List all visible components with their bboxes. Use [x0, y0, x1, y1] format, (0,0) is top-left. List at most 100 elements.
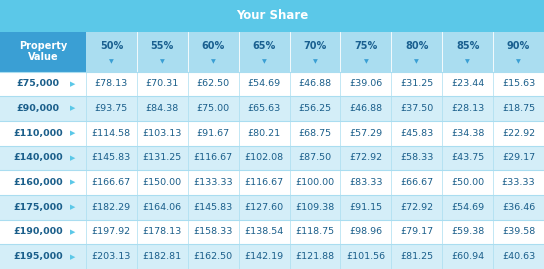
Text: ▼: ▼ — [160, 59, 165, 64]
Bar — [0, 220, 544, 244]
Text: £56.25: £56.25 — [299, 104, 331, 113]
Text: £72.92: £72.92 — [400, 203, 434, 212]
Bar — [0, 72, 544, 96]
Text: £46.88: £46.88 — [349, 104, 382, 113]
Text: £60.94: £60.94 — [451, 252, 484, 261]
Text: £103.13: £103.13 — [143, 129, 182, 138]
Text: £91.15: £91.15 — [349, 203, 382, 212]
Bar — [289, 32, 341, 72]
Text: £90,000: £90,000 — [16, 104, 59, 113]
Bar — [493, 32, 544, 72]
Text: £101.56: £101.56 — [347, 252, 386, 261]
Text: £182.81: £182.81 — [143, 252, 182, 261]
Text: ▼: ▼ — [363, 59, 368, 64]
Text: £197.92: £197.92 — [92, 228, 131, 236]
Text: £83.33: £83.33 — [349, 178, 382, 187]
Text: ▼: ▼ — [415, 59, 419, 64]
Text: £102.08: £102.08 — [244, 153, 283, 162]
Bar — [391, 32, 442, 72]
Text: £54.69: £54.69 — [451, 203, 484, 212]
Text: £158.33: £158.33 — [194, 228, 233, 236]
Text: £166.67: £166.67 — [92, 178, 131, 187]
Text: £175,000: £175,000 — [13, 203, 63, 212]
Text: £59.38: £59.38 — [451, 228, 484, 236]
Text: £15.63: £15.63 — [502, 79, 535, 89]
Text: Property
Value: Property Value — [19, 41, 67, 62]
Text: £145.83: £145.83 — [92, 153, 131, 162]
Text: £79.17: £79.17 — [400, 228, 434, 236]
Text: £37.50: £37.50 — [400, 104, 434, 113]
Text: £34.38: £34.38 — [451, 129, 484, 138]
Text: £138.54: £138.54 — [244, 228, 284, 236]
Text: 60%: 60% — [202, 41, 225, 51]
Text: 50%: 50% — [100, 41, 123, 51]
Text: 70%: 70% — [304, 41, 326, 51]
Text: £140,000: £140,000 — [13, 153, 63, 162]
Text: £65.63: £65.63 — [248, 104, 281, 113]
Text: ▼: ▼ — [516, 59, 521, 64]
Bar — [188, 32, 239, 72]
Text: £91.67: £91.67 — [196, 129, 230, 138]
Bar — [0, 96, 544, 121]
Bar — [0, 121, 544, 146]
Text: 55%: 55% — [151, 41, 174, 51]
Text: £203.13: £203.13 — [92, 252, 131, 261]
Bar — [0, 0, 544, 32]
Text: £84.38: £84.38 — [146, 104, 179, 113]
Text: £40.63: £40.63 — [502, 252, 535, 261]
Text: ▼: ▼ — [313, 59, 317, 64]
Text: £182.29: £182.29 — [92, 203, 131, 212]
Text: £142.19: £142.19 — [244, 252, 283, 261]
Text: ▼: ▼ — [262, 59, 267, 64]
Text: £100.00: £100.00 — [295, 178, 335, 187]
Text: £190,000: £190,000 — [13, 228, 63, 236]
Text: ▶: ▶ — [70, 155, 76, 161]
Bar — [0, 146, 544, 170]
Text: £164.06: £164.06 — [143, 203, 182, 212]
Text: 85%: 85% — [456, 41, 479, 51]
Text: 90%: 90% — [507, 41, 530, 51]
Text: £162.50: £162.50 — [194, 252, 233, 261]
Bar — [137, 32, 188, 72]
Text: £45.83: £45.83 — [400, 129, 434, 138]
Text: ▶: ▶ — [70, 105, 76, 112]
Text: £131.25: £131.25 — [143, 153, 182, 162]
Text: ▶: ▶ — [70, 229, 76, 235]
Text: £87.50: £87.50 — [299, 153, 331, 162]
Text: £195,000: £195,000 — [13, 252, 63, 261]
Text: ▼: ▼ — [211, 59, 215, 64]
Text: £50.00: £50.00 — [451, 178, 484, 187]
Text: £18.75: £18.75 — [502, 104, 535, 113]
Text: £39.58: £39.58 — [502, 228, 535, 236]
Text: £81.25: £81.25 — [400, 252, 434, 261]
Text: £93.75: £93.75 — [95, 104, 128, 113]
Text: £178.13: £178.13 — [143, 228, 182, 236]
Text: ▼: ▼ — [465, 59, 470, 64]
Text: £58.33: £58.33 — [400, 153, 434, 162]
Text: £43.75: £43.75 — [451, 153, 484, 162]
Bar — [239, 32, 289, 72]
Text: ▼: ▼ — [109, 59, 114, 64]
Text: £33.33: £33.33 — [502, 178, 535, 187]
Bar — [86, 32, 137, 72]
Text: £116.67: £116.67 — [194, 153, 233, 162]
Text: £150.00: £150.00 — [143, 178, 182, 187]
Bar — [341, 32, 391, 72]
Text: £57.29: £57.29 — [349, 129, 382, 138]
Text: £23.44: £23.44 — [451, 79, 484, 89]
Text: ▶: ▶ — [70, 180, 76, 186]
Bar — [0, 244, 544, 269]
Text: 65%: 65% — [252, 41, 276, 51]
Text: Your Share: Your Share — [236, 9, 308, 22]
Text: £46.88: £46.88 — [299, 79, 331, 89]
Text: £110,000: £110,000 — [13, 129, 63, 138]
Text: £118.75: £118.75 — [295, 228, 335, 236]
Text: £22.92: £22.92 — [502, 129, 535, 138]
Text: £68.75: £68.75 — [299, 129, 331, 138]
Text: £109.38: £109.38 — [295, 203, 335, 212]
Text: £133.33: £133.33 — [193, 178, 233, 187]
Text: £28.13: £28.13 — [451, 104, 484, 113]
Text: ▶: ▶ — [70, 204, 76, 210]
Text: £121.88: £121.88 — [295, 252, 335, 261]
Text: £72.92: £72.92 — [349, 153, 382, 162]
